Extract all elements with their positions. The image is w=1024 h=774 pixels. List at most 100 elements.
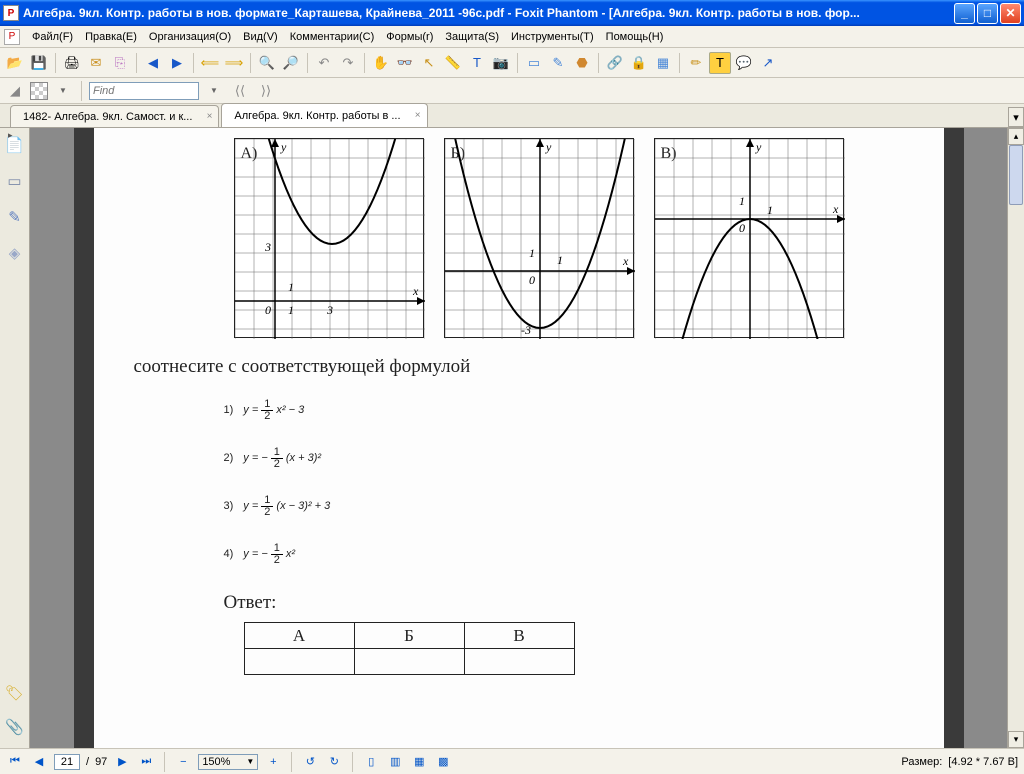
svg-text:1: 1 bbox=[557, 253, 563, 267]
attachments-icon[interactable]: 🏷 bbox=[4, 682, 26, 704]
find-toolbar: ◢ ▼ ▼ ⟨⟨ ⟩⟩ bbox=[0, 78, 1024, 104]
page-sep: / bbox=[86, 756, 89, 768]
window-title: Алгебра. 9кл. Контр. работы в нов. форма… bbox=[23, 6, 954, 20]
close-button[interactable]: ✕ bbox=[1000, 3, 1021, 24]
prev-page-icon[interactable]: ◀ bbox=[142, 52, 164, 74]
back-icon[interactable]: ⟸ bbox=[199, 52, 221, 74]
zoom-value: 150% bbox=[202, 756, 230, 768]
menu-edit[interactable]: Правка(E) bbox=[79, 28, 143, 46]
find-input[interactable] bbox=[89, 82, 199, 100]
document-tabs: 1482- Алгебра. 9кл. Самост. и к... × Алге… bbox=[0, 104, 1024, 128]
size-label: Размер: bbox=[901, 756, 942, 768]
find-prev-icon[interactable]: ⟨⟨ bbox=[229, 80, 251, 102]
svg-text:0: 0 bbox=[265, 303, 271, 317]
svg-text:0: 0 bbox=[739, 221, 745, 235]
svg-text:1: 1 bbox=[767, 203, 773, 217]
menu-view[interactable]: Вид(V) bbox=[237, 28, 284, 46]
close-tab-icon[interactable]: × bbox=[207, 111, 213, 122]
find-next-icon[interactable]: ⟩⟩ bbox=[255, 80, 277, 102]
app-menu-icon: P bbox=[4, 29, 20, 45]
close-tab-icon[interactable]: × bbox=[415, 110, 421, 121]
graph-panel: В) x y 011 bbox=[654, 138, 844, 338]
tab-doc-1[interactable]: 1482- Алгебра. 9кл. Самост. и к... × bbox=[10, 105, 219, 127]
save-icon[interactable]: 💾 bbox=[28, 52, 50, 74]
lock-icon[interactable]: 🔒 bbox=[628, 52, 650, 74]
graph-panel: Б) x y 011-3 bbox=[444, 138, 634, 338]
menu-forms[interactable]: Формы(r) bbox=[380, 28, 439, 46]
bookmarks-icon[interactable]: 📄 bbox=[4, 134, 26, 156]
svg-text:1: 1 bbox=[739, 194, 745, 208]
svg-text:1: 1 bbox=[288, 280, 294, 294]
stamp-icon[interactable]: ⬣ bbox=[571, 52, 593, 74]
mail-icon[interactable]: ✉ bbox=[85, 52, 107, 74]
menu-protect[interactable]: Защита(S) bbox=[439, 28, 505, 46]
comments-icon[interactable]: ✎ bbox=[4, 206, 26, 228]
zoom-out-icon[interactable]: 🔍 bbox=[256, 52, 278, 74]
side-panel: ▸ 📄 ▭ ✎ ◈ 🏷 📎 bbox=[0, 128, 30, 748]
sign-icon[interactable]: ▦ bbox=[652, 52, 674, 74]
pages-icon[interactable]: ▭ bbox=[4, 170, 26, 192]
form-edit-icon[interactable]: ✏ bbox=[685, 52, 707, 74]
minimize-button[interactable]: _ bbox=[954, 3, 975, 24]
svg-text:1: 1 bbox=[288, 303, 294, 317]
svg-text:x: x bbox=[412, 284, 419, 298]
tab-label: 1482- Алгебра. 9кл. Самост. и к... bbox=[23, 111, 192, 123]
link-icon[interactable]: 🔗 bbox=[604, 52, 626, 74]
redo-icon[interactable]: ↷ bbox=[337, 52, 359, 74]
note-icon[interactable]: ▭ bbox=[523, 52, 545, 74]
tab-label: Алгебра. 9кл. Контр. работы в ... bbox=[234, 110, 400, 122]
size-value: [4.92 * 7.67 B] bbox=[948, 756, 1018, 768]
svg-text:3: 3 bbox=[264, 240, 271, 254]
text-select-icon[interactable]: T bbox=[466, 52, 488, 74]
svg-text:-3: -3 bbox=[521, 323, 531, 337]
menu-comments[interactable]: Комментарии(C) bbox=[284, 28, 381, 46]
menu-tools[interactable]: Инструменты(T) bbox=[505, 28, 600, 46]
main-toolbar: 📂 💾 🖨 ✉ ⎘ ◀ ▶ ⟸ ⟹ 🔍 🔎 ↶ ↷ ✋ 👓 ↖ 📏 T 📷 ▭ … bbox=[0, 48, 1024, 78]
color-swatch[interactable] bbox=[30, 82, 48, 100]
select-icon[interactable]: ↖ bbox=[418, 52, 440, 74]
scroll-up-icon[interactable]: ▴ bbox=[1008, 128, 1024, 145]
menu-help[interactable]: Помощь(H) bbox=[600, 28, 670, 46]
menu-organize[interactable]: Организация(O) bbox=[143, 28, 237, 46]
forward-icon[interactable]: ⟹ bbox=[223, 52, 245, 74]
share-icon[interactable]: ↗ bbox=[757, 52, 779, 74]
work-area: ▸ 📄 ▭ ✎ ◈ 🏷 📎 А) x y 01133 Б) bbox=[0, 128, 1024, 748]
document-viewport[interactable]: А) x y 01133 Б) x y 011-3 В) bbox=[30, 128, 1007, 748]
zoom-combo[interactable]: 150%▼ bbox=[198, 754, 258, 770]
svg-text:x: x bbox=[832, 202, 839, 216]
snapshot-icon[interactable]: 📷 bbox=[490, 52, 512, 74]
app-icon: P bbox=[3, 5, 19, 21]
tab-doc-2[interactable]: Алгебра. 9кл. Контр. работы в ... × bbox=[221, 103, 427, 127]
clip-icon[interactable]: 📎 bbox=[4, 716, 26, 738]
edit-note-icon[interactable]: ✎ bbox=[547, 52, 569, 74]
scroll-thumb[interactable] bbox=[1009, 145, 1023, 205]
svg-text:y: y bbox=[545, 140, 552, 154]
find-dropdown-icon[interactable]: ▼ bbox=[203, 80, 225, 102]
vertical-scrollbar[interactable]: ▴ ▾ bbox=[1007, 128, 1024, 748]
panel-handle-icon[interactable]: ▸ bbox=[8, 130, 13, 141]
organize-icon[interactable]: ⎘ bbox=[109, 52, 131, 74]
dropper-icon[interactable]: ◢ bbox=[4, 80, 26, 102]
scroll-down-icon[interactable]: ▾ bbox=[1008, 731, 1024, 748]
svg-text:0: 0 bbox=[529, 273, 535, 287]
glasses-icon[interactable]: 👓 bbox=[394, 52, 416, 74]
hand-icon[interactable]: ✋ bbox=[370, 52, 392, 74]
next-page-icon[interactable]: ▶ bbox=[166, 52, 188, 74]
instruction-text: соотнесите с соответствующей формулой bbox=[94, 338, 944, 386]
menu-file[interactable]: Файл(F) bbox=[26, 28, 79, 46]
print-icon[interactable]: 🖨 bbox=[61, 52, 83, 74]
open-icon[interactable]: 📂 bbox=[4, 52, 26, 74]
zoom-in-icon[interactable]: 🔎 bbox=[280, 52, 302, 74]
tab-menu-button[interactable]: ▾ bbox=[1008, 107, 1024, 127]
formula-list: 1) y = 12 x² − 32) y = − 12 (x + 3)²3) y… bbox=[94, 386, 944, 578]
maximize-button[interactable]: □ bbox=[977, 3, 998, 24]
undo-icon[interactable]: ↶ bbox=[313, 52, 335, 74]
page-number-input[interactable] bbox=[54, 754, 80, 770]
swatch-dropdown-icon[interactable]: ▼ bbox=[52, 80, 74, 102]
ruler-icon[interactable]: 📏 bbox=[442, 52, 464, 74]
title-bar: P Алгебра. 9кл. Контр. работы в нов. фор… bbox=[0, 0, 1024, 26]
text-box-icon[interactable]: T bbox=[709, 52, 731, 74]
svg-text:x: x bbox=[622, 254, 629, 268]
layers-icon[interactable]: ◈ bbox=[4, 242, 26, 264]
callout-icon[interactable]: 💬 bbox=[733, 52, 755, 74]
